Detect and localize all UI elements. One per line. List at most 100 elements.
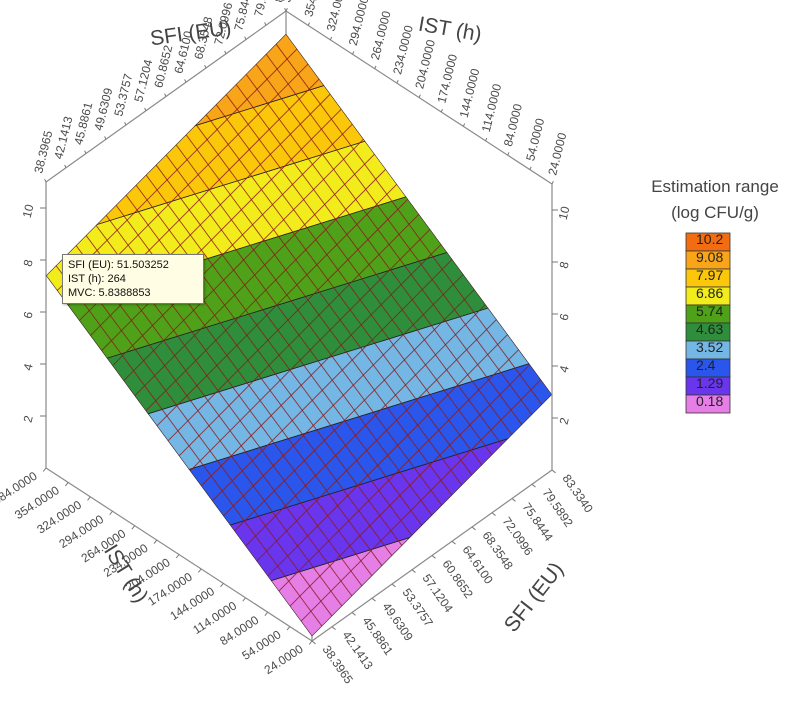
x-tick-top-mark (184, 79, 187, 83)
legend-label: 4.63 (696, 321, 723, 337)
y-tick-top-mark (285, 7, 288, 12)
x-tick-top-mark (104, 136, 107, 140)
mesh-line-ist (56, 48, 298, 291)
y-tick-front-mark (175, 554, 180, 559)
x-tick-top-mark (244, 36, 247, 40)
surface-band-1[interactable] (0, 157, 800, 702)
x-tick-front-mark (411, 569, 416, 573)
x-tick-front-mark (431, 555, 436, 559)
x-tick-top-mark (64, 164, 67, 168)
x-tick-front-mark (471, 526, 476, 531)
legend-label: 7.97 (696, 267, 723, 283)
y-tick-top: 384.0000 (279, 0, 305, 4)
legend-title-line2: (log CFU/g) (671, 203, 759, 222)
y-tick-top: 204.0000 (412, 38, 438, 90)
z-tick-left: 8 (21, 258, 36, 268)
y-tick-front-mark (286, 626, 291, 631)
z-tick-left: 2 (21, 414, 36, 424)
legend-swatch (685, 394, 731, 414)
x-tick-top-mark (164, 93, 167, 97)
x-tick-top-mark (224, 50, 227, 54)
x-tick-front-mark (531, 483, 536, 488)
x-tick-top-mark (124, 121, 127, 126)
y-tick-front-mark (242, 597, 246, 602)
x-tick-top-mark (44, 178, 47, 183)
legend-label: 5.74 (696, 303, 723, 319)
legend-label: 6.86 (696, 285, 723, 301)
x-tick-top-mark (84, 150, 87, 154)
y-tick-top: 24.0000 (545, 131, 569, 177)
y-tick-top-mark (307, 22, 311, 26)
y-tick-top: 354.0000 (301, 0, 327, 18)
x-tick-front-mark (331, 626, 336, 630)
z-tick-right: 2 (557, 416, 572, 426)
tooltip-mvc: MVC: 5.8388853 (68, 287, 151, 299)
x-tick-front-mark (491, 512, 496, 516)
surface-band-2[interactable] (0, 96, 800, 702)
legend-label: 0.18 (696, 393, 723, 409)
y-tick-front-mark (197, 568, 202, 573)
x-tick-front-mark (511, 498, 516, 502)
y-tick-front-mark (87, 496, 91, 501)
legend-label: 10.2 (696, 231, 723, 247)
mesh-line-sfi (255, 63, 523, 426)
data-tooltip: SFI (EU): 51.503252 IST (h): 264 MVC: 5.… (62, 254, 204, 304)
x-tick-front-mark (371, 597, 376, 602)
y-tick-front-mark (264, 611, 269, 616)
legend-title-line1: Estimation range (651, 177, 779, 196)
z-tick-left: 10 (20, 203, 37, 220)
y-tick-top: 294.0000 (346, 0, 372, 47)
mesh-line-sfi (275, 43, 543, 405)
y-tick-top: 264.0000 (368, 9, 394, 61)
y-tick-top: 324.0000 (324, 0, 350, 33)
y-tick-front-mark (153, 539, 158, 544)
surface-outline (46, 33, 552, 637)
y-tick-front-mark (42, 467, 47, 472)
legend-title: Estimation range (log CFU/g) (640, 174, 790, 226)
x-tick-front-mark (311, 640, 316, 645)
surface-band-3[interactable] (0, 35, 800, 702)
x-tick-front-mark (391, 583, 396, 588)
y-tick-front-mark (131, 525, 136, 530)
y-tick-front-mark (64, 482, 69, 487)
legend: 10.2 9.08 7.97 6.86 5.74 4.63 3.52 2.4 1.29 0.18 (685, 231, 731, 414)
y-tick-top: 174.0000 (434, 52, 460, 104)
z-tick-left: 6 (21, 310, 36, 320)
y-tick-top-mark (352, 51, 355, 55)
y-tick-top-mark (374, 65, 377, 69)
y-tick-top-mark (507, 152, 510, 156)
y-tick-top: 144.0000 (457, 67, 483, 119)
y-tick-top-mark (551, 180, 554, 185)
y-tick-top-mark (440, 108, 444, 113)
legend-label: 9.08 (696, 249, 723, 265)
legend-label: 2.4 (696, 357, 716, 373)
z-tick-right: 10 (556, 205, 573, 222)
x-tick-top: 79.5892 (251, 0, 275, 18)
y-tick-top: 114.0000 (479, 82, 505, 133)
x-tick-top-mark (264, 22, 267, 26)
x-tick-front-mark (551, 469, 556, 474)
z-tick-right: 4 (557, 364, 572, 374)
y-tick-top-mark (329, 36, 333, 41)
bottom-sfi-axis-title: SFI (EU) (500, 558, 568, 637)
z-tick-right: 8 (557, 260, 572, 270)
y-tick-top-mark (462, 123, 466, 127)
y-tick-top-mark (485, 137, 488, 141)
tooltip-ist: IST (h): 264 (68, 273, 126, 285)
y-tick-top-mark (418, 94, 421, 98)
y-tick-top-mark (396, 80, 399, 84)
y-tick-top: 54.0000 (523, 117, 547, 163)
x-tick-top-mark (144, 107, 147, 111)
y-tick-front-mark (109, 510, 113, 516)
y-tick-top: 84.0000 (501, 102, 525, 148)
legend-label: 3.52 (696, 339, 723, 355)
y-tick-top: 234.0000 (390, 24, 416, 76)
tooltip-sfi: SFI (EU): 51.503252 (68, 259, 169, 271)
x-tick-front-mark (451, 540, 456, 545)
y-tick-front-mark (220, 583, 224, 588)
y-tick-top-mark (529, 166, 532, 170)
x-tick-front-mark (351, 612, 356, 616)
x-tick-top: 83.3340 (271, 0, 295, 4)
